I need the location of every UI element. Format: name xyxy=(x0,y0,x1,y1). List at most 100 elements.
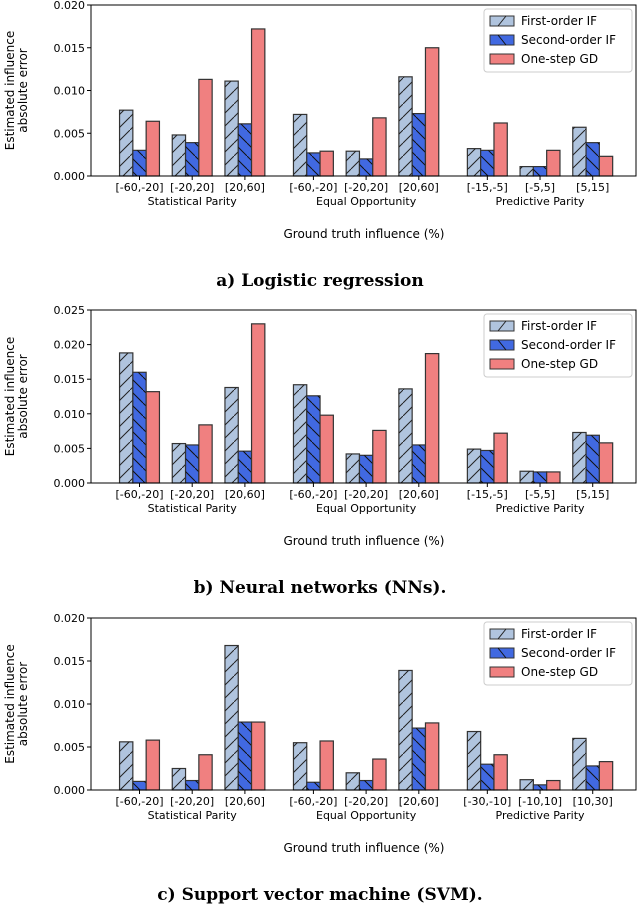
bar-hatch xyxy=(119,110,133,176)
bar-hatch xyxy=(172,443,186,483)
x-tick-label: [-15,-5] xyxy=(467,488,508,501)
bar-hatch xyxy=(586,435,600,483)
chart-title: b) Neural networks (NNs). xyxy=(194,578,447,598)
x-tick-label: [-5,5] xyxy=(525,488,555,501)
bar-hatch xyxy=(238,451,252,483)
y-tick-label: 0.000 xyxy=(54,784,86,797)
bar-one-step-gd-5 xyxy=(424,47,440,177)
legend-label: First-order IF xyxy=(521,319,597,333)
x-tick-label: [20,60] xyxy=(225,488,265,501)
bar-one-step-gd-1 xyxy=(198,424,213,484)
bar-hatch xyxy=(306,152,321,176)
y-tick-label: 0.010 xyxy=(54,698,86,711)
x-tick-label: [-20,20] xyxy=(344,181,388,194)
bar-hatch xyxy=(119,352,133,483)
bar-hatch xyxy=(172,768,186,790)
x-axis-label: Ground truth influence (%) xyxy=(284,534,445,548)
legend-hatch xyxy=(497,15,507,27)
group-label: Equal Opportunity xyxy=(316,195,417,208)
legend-swatch xyxy=(489,666,515,678)
bar-hatch xyxy=(359,780,373,790)
bar-hatch xyxy=(224,81,239,176)
y-axis-label: Estimated influence xyxy=(3,31,17,151)
axes-frame xyxy=(90,309,637,484)
y-tick-label: 0.000 xyxy=(54,477,86,490)
bar-one-step-gd-6 xyxy=(493,754,508,791)
bar-hatch xyxy=(533,471,547,483)
bar-one-step-gd-2 xyxy=(250,28,266,177)
x-tick-label: [20,60] xyxy=(399,795,439,808)
bar-hatch xyxy=(480,150,494,176)
bar-hatch xyxy=(398,76,413,176)
y-tick-label: 0.020 xyxy=(54,339,86,352)
x-tick-label: [5,15] xyxy=(576,488,609,501)
bar-hatch xyxy=(572,432,587,483)
axes-frame xyxy=(90,4,637,177)
y-axis-label: Estimated influence xyxy=(3,337,17,457)
bar-one-step-gd-6 xyxy=(493,432,508,484)
bar-hatch xyxy=(346,151,360,176)
bar-hatch xyxy=(306,395,321,483)
bar-hatch xyxy=(293,742,307,790)
legend: First-order IF Second-order IF One-step GD xyxy=(483,8,633,73)
group-label: Predictive Parity xyxy=(496,809,585,822)
group-label: Predictive Parity xyxy=(496,195,585,208)
bar-one-step-gd-3 xyxy=(319,150,334,177)
legend-label: First-order IF xyxy=(521,14,597,28)
chart-title: c) Support vector machine (SVM). xyxy=(157,885,482,905)
bar-one-step-gd-8 xyxy=(598,155,614,177)
y-tick-label: 0.010 xyxy=(54,408,86,421)
bar-hatch xyxy=(359,455,373,483)
bar-hatch xyxy=(467,731,481,790)
x-tick-label: [20,60] xyxy=(399,181,439,194)
group-label: Statistical Parity xyxy=(148,195,238,208)
y-tick-label: 0.020 xyxy=(54,612,86,625)
chart-1: 0.000 0.005 0.010 0.015 0.020 0.025 Estimated … xyxy=(3,304,637,598)
bar-hatch xyxy=(238,123,252,176)
x-tick-label: [-60,-20] xyxy=(289,181,337,194)
y-tick-label: 0.010 xyxy=(54,85,86,98)
bar-hatch xyxy=(398,388,413,483)
bar-one-step-gd-0 xyxy=(145,120,161,177)
y-tick-label: 0.020 xyxy=(54,0,86,12)
axes-frame xyxy=(90,617,637,791)
bar-one-step-gd-4 xyxy=(372,758,387,791)
bar-hatch xyxy=(359,158,373,176)
y-axis-label: absolute error xyxy=(16,354,30,439)
bar-hatch xyxy=(224,387,239,483)
legend-label: One-step GD xyxy=(521,665,598,679)
legend-hatch xyxy=(497,647,507,659)
group-label: Statistical Parity xyxy=(148,809,238,822)
y-axis-label: absolute error xyxy=(16,48,30,133)
bar-hatch xyxy=(412,444,426,483)
x-tick-label: [5,15] xyxy=(576,181,609,194)
legend-label: Second-order IF xyxy=(521,33,616,47)
legend: First-order IF Second-order IF One-step GD xyxy=(483,313,633,378)
x-tick-label: [-60,-20] xyxy=(115,795,163,808)
chart-title: a) Logistic regression xyxy=(216,271,424,291)
group-label: Statistical Parity xyxy=(148,502,238,515)
x-axis-label: Ground truth influence (%) xyxy=(284,227,445,241)
bar-one-step-gd-8 xyxy=(598,442,614,484)
y-tick-label: 0.015 xyxy=(54,42,86,55)
bar-hatch xyxy=(572,738,587,790)
bar-hatch xyxy=(533,166,547,176)
bar-hatch xyxy=(306,782,321,790)
bar-one-step-gd-7 xyxy=(546,779,561,791)
bar-one-step-gd-6 xyxy=(493,122,508,177)
bar-one-step-gd-1 xyxy=(198,754,213,791)
x-tick-label: [-5,5] xyxy=(525,181,555,194)
bar-hatch xyxy=(398,670,413,790)
bar-one-step-gd-3 xyxy=(319,414,334,484)
bar-hatch xyxy=(412,728,426,790)
group-label: Equal Opportunity xyxy=(316,502,417,515)
bar-hatch xyxy=(132,150,147,176)
bar-hatch xyxy=(119,741,133,790)
chart-0: 0.000 0.005 0.010 0.015 0.020 Estimated influ… xyxy=(3,0,637,291)
bar-hatch xyxy=(480,764,494,790)
y-tick-label: 0.025 xyxy=(54,304,86,317)
bar-hatch xyxy=(586,765,600,790)
bar-hatch xyxy=(185,444,199,483)
bar-hatch xyxy=(586,142,600,176)
